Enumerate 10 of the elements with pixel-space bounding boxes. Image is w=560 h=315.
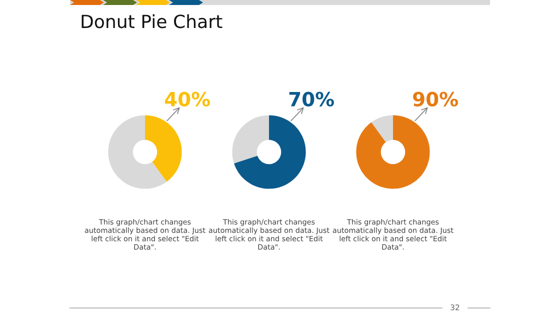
data-label: 90% — [413, 92, 458, 106]
donut-slice — [145, 115, 182, 182]
data-label: 40% — [164, 92, 210, 106]
donut-slice — [234, 115, 306, 189]
donut-slice — [108, 115, 167, 189]
donut-slice — [356, 115, 430, 189]
donut-slice — [371, 115, 393, 142]
chart-title: Donut Pie Chart — [82, 14, 222, 28]
data-label: 70% — [289, 92, 334, 106]
donut-slice — [232, 115, 269, 164]
